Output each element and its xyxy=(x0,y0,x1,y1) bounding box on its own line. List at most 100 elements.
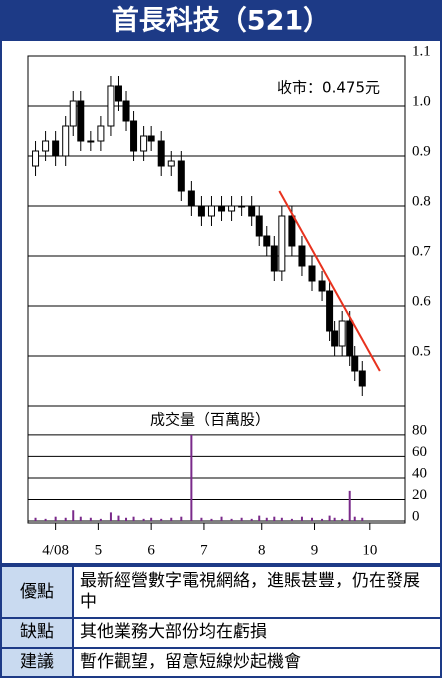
candle-body xyxy=(288,215,296,247)
x-tick-label: 9 xyxy=(311,542,319,558)
volume-bar xyxy=(54,516,57,521)
candle-body xyxy=(308,265,316,282)
candle-body xyxy=(107,85,115,127)
candle-body xyxy=(62,125,70,157)
volume-bar xyxy=(300,516,303,521)
candle-body xyxy=(358,370,366,387)
y-tick-label: 0.6 xyxy=(412,293,431,309)
volume-bar xyxy=(311,517,314,521)
x-tick-label: 7 xyxy=(200,542,208,558)
candle-body xyxy=(69,100,77,127)
y-tick-label: 60 xyxy=(412,444,427,460)
close-annotation: 收市：0.475元 xyxy=(277,79,380,97)
volume-bar xyxy=(333,517,336,521)
volume-bar xyxy=(132,516,135,521)
volume-bar xyxy=(160,518,163,521)
volume-bar xyxy=(273,516,276,521)
candle-body xyxy=(346,320,354,357)
candle-body xyxy=(187,190,195,207)
title-bar xyxy=(0,0,442,40)
x-tick-label: 8 xyxy=(258,542,266,558)
volume-bar xyxy=(109,512,112,521)
volume-bar xyxy=(348,490,351,521)
volume-bar xyxy=(240,517,243,521)
row-label: 優點 xyxy=(0,564,74,620)
x-tick-label: 4/08 xyxy=(42,542,69,558)
candle-body xyxy=(278,215,286,272)
y-tick-label: 80 xyxy=(412,422,427,438)
volume-bar xyxy=(290,518,293,521)
volume-bar xyxy=(180,516,183,521)
summary-table: 優點 最新經營數字電視網絡，進賬甚豐，仍在發展中 缺點 其他業務大部份均在虧損 建議… xyxy=(0,564,442,678)
volume-bar xyxy=(361,517,364,521)
y-tick-label: 20 xyxy=(412,487,427,503)
row-label: 建議 xyxy=(0,646,74,678)
volume-bar xyxy=(265,517,268,521)
volume-bar xyxy=(341,518,344,521)
y-tick-label: 40 xyxy=(412,465,427,481)
candle-body xyxy=(326,290,334,332)
candle-body xyxy=(177,160,185,192)
candle-body xyxy=(248,205,256,217)
volume-bar xyxy=(210,518,213,521)
volume-bar xyxy=(64,517,67,521)
candle-body xyxy=(140,135,148,152)
x-tick-label: 6 xyxy=(147,542,155,558)
y-tick-label: 0 xyxy=(412,508,420,524)
volume-title: 成交量（百萬股） xyxy=(150,411,270,429)
volume-bar xyxy=(321,518,324,521)
volume-bar xyxy=(89,517,92,521)
frame xyxy=(0,39,442,565)
candle-body xyxy=(270,245,278,272)
volume-bar xyxy=(170,517,173,521)
candle-body xyxy=(218,205,226,212)
plot-frame xyxy=(27,55,406,524)
candle-body xyxy=(52,140,60,157)
volume-bar xyxy=(79,516,82,521)
candle-body xyxy=(114,85,122,102)
row-label: 缺點 xyxy=(0,617,74,649)
candle-body xyxy=(318,280,326,292)
candle-body xyxy=(130,120,138,152)
candle-body xyxy=(228,205,236,212)
candle-body xyxy=(207,205,215,217)
x-tick-label: 10 xyxy=(362,542,377,558)
candle-body xyxy=(32,150,40,167)
candle-body xyxy=(147,135,155,142)
candle-body xyxy=(122,100,130,122)
y-tick-label: 0.8 xyxy=(412,193,431,209)
volume-bar xyxy=(150,517,153,521)
trendline xyxy=(278,190,381,372)
candle-body xyxy=(263,235,271,247)
x-tick-label: 5 xyxy=(95,542,103,558)
volume-bar xyxy=(117,515,120,521)
volume-bar xyxy=(220,516,223,521)
volume-bar xyxy=(44,518,47,521)
volume-bar xyxy=(200,517,203,521)
volume-bar xyxy=(280,517,283,521)
row-text: 暫作觀望，留意短線炒起機會 xyxy=(72,646,442,678)
candle-body xyxy=(351,355,359,372)
volume-bar xyxy=(142,518,145,521)
volume-bar xyxy=(190,434,193,521)
y-tick-label: 0.7 xyxy=(412,243,431,259)
chart: 首長科技（521） 收市：0.475元 成交量（百萬股） 4/08 5 6 7 8 9 10… xyxy=(0,0,442,565)
volume-bar xyxy=(250,518,253,521)
volume-bar xyxy=(125,517,128,521)
candle-body xyxy=(197,205,205,217)
candle-body xyxy=(238,205,246,208)
volume-bar xyxy=(353,516,356,521)
volume-bar xyxy=(99,518,102,521)
row-text: 其他業務大部份均在虧損 xyxy=(72,617,442,649)
volume-bar xyxy=(328,515,331,521)
y-tick-label: 1.1 xyxy=(412,43,431,59)
candle-body xyxy=(87,140,95,143)
y-tick-label: 0.5 xyxy=(412,343,431,359)
y-tick-label: 0.9 xyxy=(412,143,431,159)
chart-title: 首長科技（521） xyxy=(112,5,330,37)
candle-body xyxy=(42,140,50,152)
candle-body xyxy=(97,125,105,142)
candle-body xyxy=(255,215,263,237)
volume-bar xyxy=(72,510,75,521)
candle-body xyxy=(298,245,306,267)
